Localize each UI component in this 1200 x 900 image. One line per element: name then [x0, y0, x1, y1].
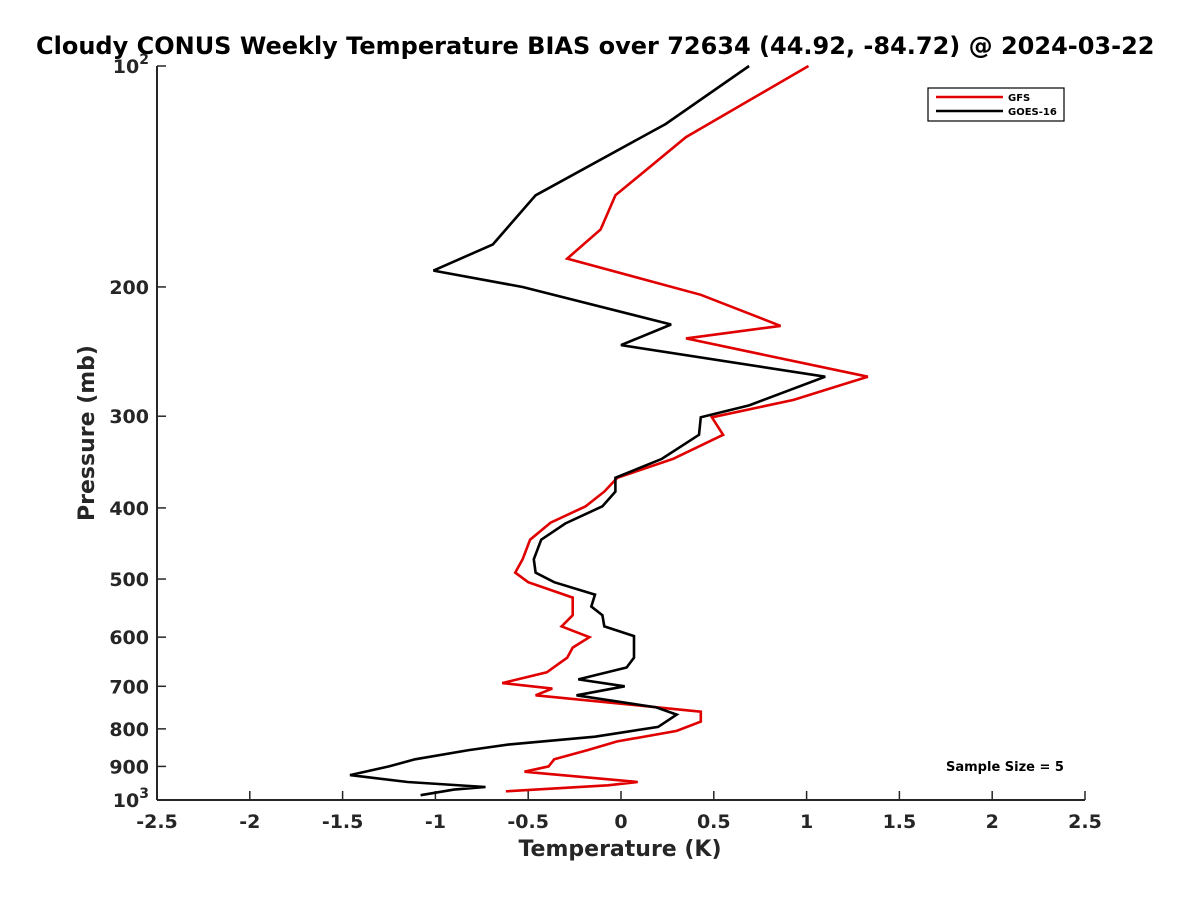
x-axis-ticks: -2.5 -2 -1.5 -1 -0.5 0 0.5 1 1.5 2 2.5	[136, 791, 1102, 833]
y-tick-label: 900	[109, 756, 149, 778]
x-axis-label: Temperature (K)	[518, 837, 721, 862]
y-tick-label: 800	[109, 719, 149, 741]
series-line-goes-16	[349, 64, 826, 797]
y-tick-label: 200	[109, 277, 149, 299]
legend-label-gfs: GFS	[1008, 93, 1030, 104]
y-axis-ticks: 102 200 300 400 500 600 700 800 900 103	[109, 52, 166, 812]
series-line-gfs	[501, 64, 869, 793]
sample-size-annotation: Sample Size = 5	[946, 760, 1064, 775]
legend-label-goes16: GOES-16	[1008, 107, 1057, 118]
x-tick-label: 0.5	[697, 811, 731, 833]
x-tick-label: 0	[614, 811, 627, 833]
y-axis-label: Pressure (mb)	[75, 345, 100, 521]
y-tick-label: 600	[109, 627, 149, 649]
y-tick-label: 400	[109, 498, 149, 520]
y-tick-label: 300	[109, 406, 149, 428]
x-tick-label: 1.5	[883, 811, 917, 833]
plot-axes	[156, 66, 1085, 801]
y-tick-label: 103	[113, 786, 149, 812]
x-tick-label: -2	[239, 811, 260, 833]
series-lines	[349, 64, 869, 797]
legend-box	[927, 87, 1065, 122]
chart-title: Cloudy CONUS Weekly Temperature BIAS ove…	[36, 32, 1154, 60]
x-tick-label: -0.5	[507, 811, 549, 833]
x-tick-label: -2.5	[136, 811, 178, 833]
y-tick-label: 102	[113, 52, 149, 78]
x-tick-label: 2	[986, 811, 999, 833]
y-tick-label: 500	[109, 569, 149, 591]
y-tick-label: 700	[109, 676, 149, 698]
x-tick-label: 2.5	[1068, 811, 1102, 833]
x-tick-label: -1	[425, 811, 446, 833]
x-tick-label: 1	[800, 811, 813, 833]
x-tick-label: -1.5	[322, 811, 364, 833]
legend: GFS GOES-16	[927, 87, 1065, 122]
